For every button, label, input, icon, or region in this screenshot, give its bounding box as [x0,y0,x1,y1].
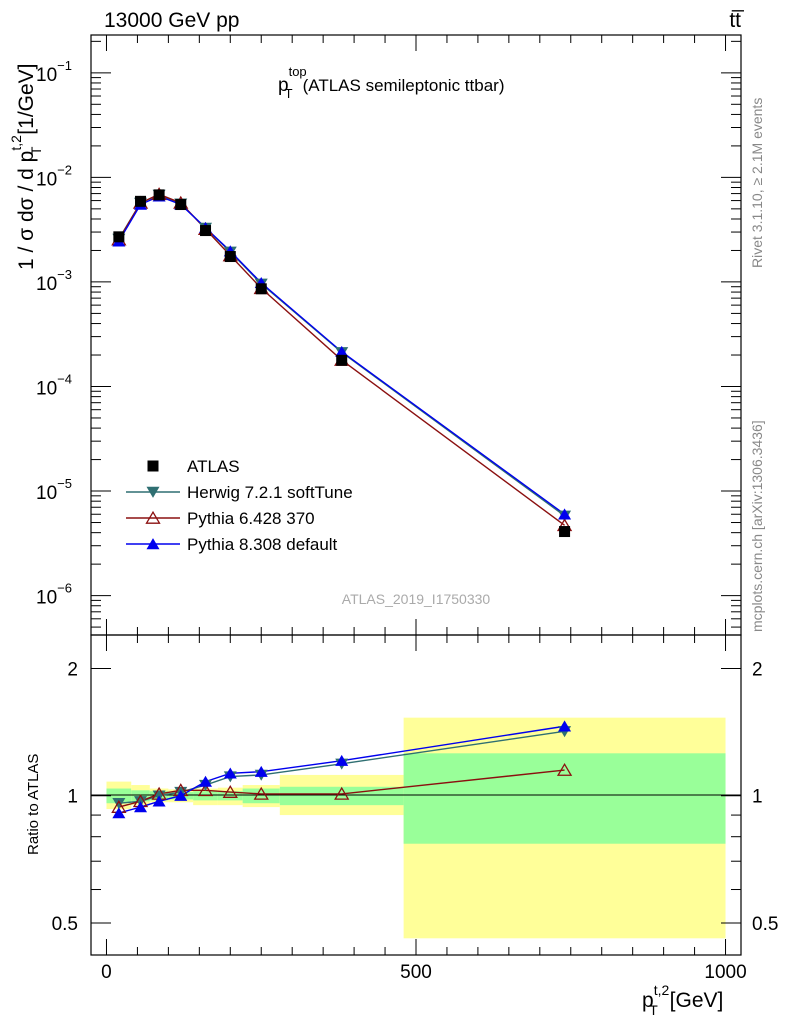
y-tick-label: 10−5 [36,476,72,504]
data-point [175,199,187,211]
ratio-point [112,807,126,819]
ratio-tick-label-left: 2 [67,659,78,680]
data-point [336,354,348,366]
data-point [113,231,125,243]
ratio-point [199,775,213,787]
ratio-point [253,786,269,800]
rivet-label: Rivet 3.1.10, ≥ 2.1M events [749,98,765,268]
data-point [335,345,349,357]
legend-label: Pythia 8.308 default [187,535,338,554]
x-axis-ticks: 0 500 1000 [101,35,747,983]
legend-marker [147,460,159,472]
legend-marker [146,538,160,550]
y-axis-title-main: 1 / σ dσ / d pt,2T [1/GeV] [8,63,44,270]
x-tick-label: 500 [400,962,432,983]
ratio-point [334,786,350,800]
legend: ATLAS Herwig 7.2.1 softTune Pythia 6.428 3… [126,457,353,554]
analysis-id: ATLAS_2019_I1750330 [342,591,491,607]
ratio-band-stat [279,786,404,806]
data-point [558,508,572,520]
ratio-tick-label-right: 1 [752,787,763,808]
ratio-point [197,783,214,797]
ratio-point [222,784,238,798]
ratio-point [134,801,148,813]
legend-label: Herwig 7.2.1 softTune [187,483,353,502]
ratio-point [112,798,126,810]
ratio-tick-label-left: 1 [67,787,78,808]
svg-text:1 / σ dσ / d pt,2T [1/GeV]: 1 / σ dσ / d pt,2T [1/GeV] [8,63,44,270]
legend-marker [145,510,161,524]
data-point [559,526,571,538]
main-series [111,187,573,538]
energy-label: 13000 GeV pp [104,9,239,32]
ratio-band-stat [217,791,243,801]
y-axis-title-ratio: Ratio to ATLAS [25,754,42,855]
y-tick-label: 10−3 [36,267,72,295]
ratio-tick-label-left: 0.5 [52,914,78,935]
x-tick-label: 1000 [704,962,746,983]
main-y-axis-ticks: 10−6 10−5 10−4 10−3 10−2 10−1 [36,40,741,628]
data-point [224,251,236,263]
plot-title: ptop T (ATLAS semileptonic ttbar) [278,64,504,101]
legend-label: ATLAS [187,457,240,476]
ratio-series [111,720,573,819]
ratio-band-stat [403,753,726,844]
process-label: tt̅ [729,9,745,32]
ratio-y-axis-ticks: 0.5 0.5 1 1 2 2 [52,659,779,935]
ratio-band-stat [106,788,132,804]
y-tick-label: 10−1 [36,58,72,86]
ratio-tick-label-right: 2 [752,659,763,680]
ratio-tick-label-right: 0.5 [752,914,778,935]
x-axis-title: pt,2 T [GeV] [642,982,723,1018]
ratio-point [254,765,268,777]
y-tick-label: 10−6 [36,581,72,609]
ratio-point [556,762,573,776]
data-point [153,189,165,201]
x-tick-label: 0 [101,962,112,983]
legend-label: Pythia 6.428 370 [187,509,315,528]
y-tick-label: 10−4 [36,371,72,399]
data-point [200,225,212,237]
ratio-point [152,795,166,807]
mcplots-label: mcplots.cern.ch [arXiv:1306.3436] [749,420,765,632]
ratio-band-stat [242,788,280,804]
ratio-point [558,720,572,732]
ratio-point [174,789,188,801]
ratio-point [335,754,349,766]
data-point [135,195,147,207]
ratio-uncertainty-bands [106,717,726,939]
y-tick-label: 10−2 [36,162,72,190]
data-point [255,283,267,295]
legend-marker [146,486,160,498]
ratio-point [223,767,237,779]
